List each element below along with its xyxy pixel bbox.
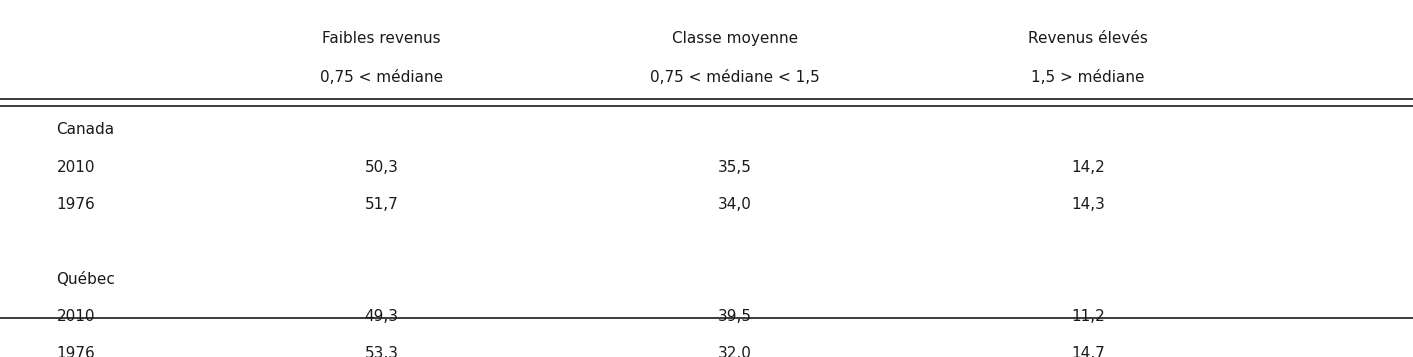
Text: Faibles revenus: Faibles revenus — [322, 31, 441, 46]
Text: 14,3: 14,3 — [1071, 197, 1105, 212]
Text: 0,75 < médiane: 0,75 < médiane — [319, 70, 444, 85]
Text: 11,2: 11,2 — [1071, 309, 1105, 324]
Text: 2010: 2010 — [57, 160, 95, 175]
Text: 1976: 1976 — [57, 347, 95, 357]
Text: 1,5 > médiane: 1,5 > médiane — [1031, 70, 1145, 85]
Text: 49,3: 49,3 — [365, 309, 398, 324]
Text: 50,3: 50,3 — [365, 160, 398, 175]
Text: Classe moyenne: Classe moyenne — [671, 31, 798, 46]
Text: 32,0: 32,0 — [718, 347, 752, 357]
Text: 35,5: 35,5 — [718, 160, 752, 175]
Text: Canada: Canada — [57, 122, 114, 137]
Text: 14,2: 14,2 — [1071, 160, 1105, 175]
Text: 53,3: 53,3 — [365, 347, 398, 357]
Text: Revenus élevés: Revenus élevés — [1029, 31, 1147, 46]
Text: 1976: 1976 — [57, 197, 95, 212]
Text: 51,7: 51,7 — [365, 197, 398, 212]
Text: 39,5: 39,5 — [718, 309, 752, 324]
Text: Québec: Québec — [57, 272, 116, 287]
Text: 34,0: 34,0 — [718, 197, 752, 212]
Text: 14,7: 14,7 — [1071, 347, 1105, 357]
Text: 2010: 2010 — [57, 309, 95, 324]
Text: 0,75 < médiane < 1,5: 0,75 < médiane < 1,5 — [650, 70, 820, 85]
